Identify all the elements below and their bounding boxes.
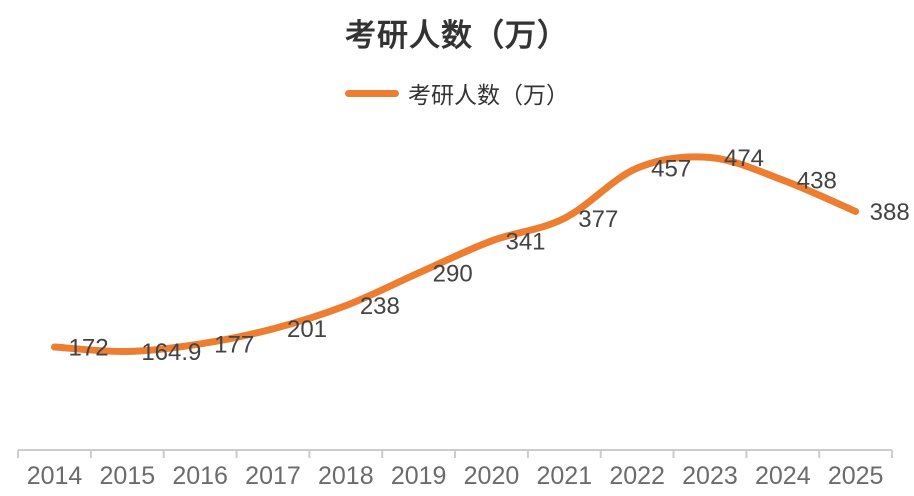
series-line bbox=[51, 153, 860, 356]
data-label: 172 bbox=[69, 334, 109, 361]
data-label: 341 bbox=[505, 228, 545, 255]
data-label: 238 bbox=[360, 293, 400, 320]
chart-title: 考研人数（万） bbox=[345, 18, 569, 53]
x-axis-label: 2022 bbox=[609, 462, 665, 490]
data-label: 377 bbox=[578, 206, 618, 233]
x-axis-label: 2017 bbox=[245, 462, 301, 490]
x-axis-label: 2016 bbox=[172, 462, 228, 490]
x-axis-label: 2025 bbox=[828, 462, 884, 490]
x-axis-label: 2021 bbox=[536, 462, 592, 490]
legend-label: 考研人数（万） bbox=[408, 82, 569, 108]
data-label: 474 bbox=[724, 145, 764, 172]
legend-line-icon bbox=[345, 89, 399, 97]
data-label: 388 bbox=[870, 199, 910, 226]
data-label: 201 bbox=[287, 316, 327, 343]
data-label: 290 bbox=[433, 260, 473, 287]
x-axis-label: 2014 bbox=[27, 462, 83, 490]
data-label: 438 bbox=[797, 167, 837, 194]
data-label: 164.9 bbox=[141, 339, 201, 366]
data-label: 177 bbox=[214, 331, 254, 358]
x-axis-label: 2024 bbox=[755, 462, 811, 490]
x-axis-label: 2020 bbox=[464, 462, 520, 490]
data-label: 457 bbox=[651, 156, 691, 183]
x-axis-label: 2018 bbox=[318, 462, 374, 490]
x-axis-label: 2023 bbox=[682, 462, 738, 490]
x-axis-label: 2015 bbox=[100, 462, 156, 490]
x-axis-label: 2019 bbox=[391, 462, 447, 490]
legend-item[interactable]: 考研人数（万） bbox=[0, 76, 914, 110]
